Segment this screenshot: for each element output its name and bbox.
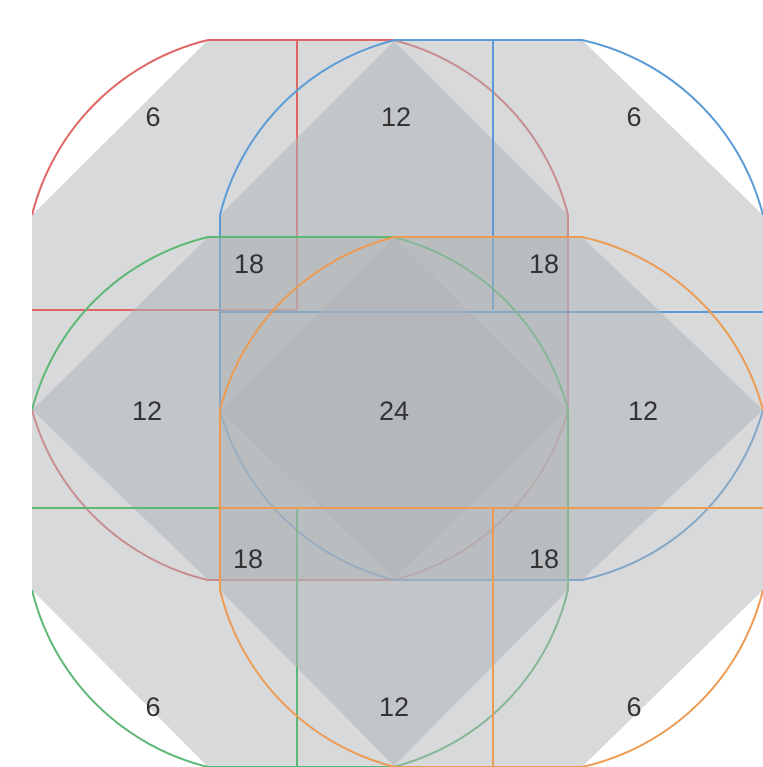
blue-shape-arc-top bbox=[219, 39, 763, 410]
orange-shape bbox=[219, 236, 763, 767]
label-middle-left: 12 bbox=[132, 396, 162, 426]
label-upper-left-overlap: 18 bbox=[234, 249, 264, 279]
label-middle-right: 12 bbox=[628, 396, 658, 426]
label-top-center: 12 bbox=[381, 102, 411, 132]
label-top-left: 6 bbox=[145, 102, 160, 132]
label-bottom-right: 6 bbox=[626, 692, 641, 722]
label-lower-left-overlap: 18 bbox=[233, 544, 263, 574]
label-bottom-center: 12 bbox=[379, 692, 409, 722]
label-center: 24 bbox=[379, 396, 409, 426]
label-bottom-left: 6 bbox=[145, 692, 160, 722]
red-shape-arc-left bbox=[32, 39, 209, 216]
orange-shape-arc-bottom bbox=[219, 410, 763, 767]
label-upper-right-overlap: 18 bbox=[529, 249, 559, 279]
label-lower-right-overlap: 18 bbox=[529, 544, 559, 574]
label-top-right: 6 bbox=[626, 102, 641, 132]
orange-shape-fill bbox=[220, 237, 763, 767]
region-labels: 6 12 6 18 18 12 24 12 18 18 6 12 6 bbox=[132, 102, 658, 722]
orange-shape-arc-top bbox=[219, 236, 763, 411]
